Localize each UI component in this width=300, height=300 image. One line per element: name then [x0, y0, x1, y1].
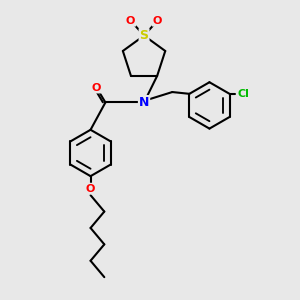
- Text: Cl: Cl: [238, 89, 249, 99]
- Text: O: O: [153, 16, 162, 26]
- Text: O: O: [86, 184, 95, 194]
- Text: S: S: [140, 29, 148, 42]
- Text: O: O: [126, 16, 135, 26]
- Text: N: N: [139, 96, 149, 109]
- Text: O: O: [92, 82, 101, 93]
